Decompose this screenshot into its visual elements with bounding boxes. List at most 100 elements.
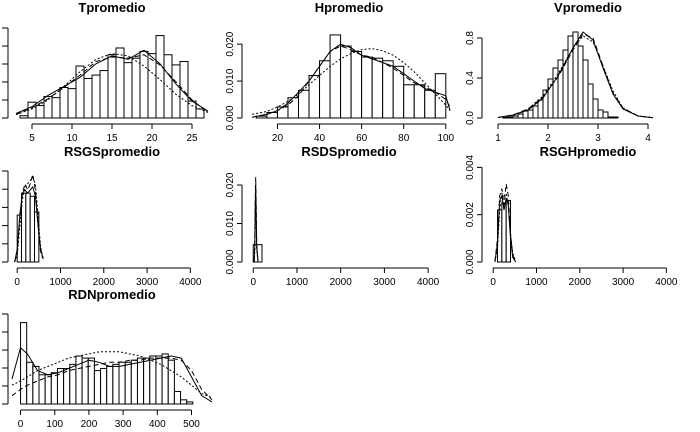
histogram-bar [567,35,574,119]
panel-title: Tpromedio [78,0,145,15]
density-curve-solid [15,49,209,114]
panel-rsgspromedio: RSGSpromedio 0 1000 2000 3000 4000 [2,144,202,288]
histogram-bar [20,322,28,405]
histogram-bar [91,74,101,119]
histogram-bar [298,89,310,119]
panel-vpromedio: Vpromedio 1 2 3 4 0.0 0.4 0.8 [465,0,654,144]
histogram-bar [382,60,394,119]
x-tick-label: 0 [18,419,24,430]
x-tick-label: 20 [146,133,158,144]
histogram-bar [522,110,529,119]
histogram-bar [51,97,61,119]
x-tick-label: 15 [106,133,118,144]
x-tick-label: 2000 [330,277,353,288]
x-tick-label: 2 [545,133,551,144]
x-tick-label: 4000 [179,277,202,288]
x-tick-label: 2000 [569,277,592,288]
density-curve-solid [497,31,654,119]
histogram-bar [130,359,138,405]
x-tick-label: 25 [186,133,198,144]
density-curve-dashed [497,33,654,119]
histogram-bar [56,368,65,405]
histogram-bar [577,45,584,119]
histogram-bar [276,106,289,119]
density-curve-dashed [11,357,213,401]
panel-title: Vpromedio [554,0,622,15]
histogram-bar [100,368,108,405]
histogram-bar [43,96,53,119]
histogram-bar [99,70,109,119]
panel-rdnpromedio: RDNpromedio 0 100 200 300 400 500 [2,287,213,430]
histogram-bar [602,111,609,119]
y-tick-label: 0.002 [465,202,476,227]
x-tick-label: 500 [183,419,200,430]
y-tick-label: 0.004 [465,154,476,179]
x-tick-label: 2000 [93,277,116,288]
histogram-bar [21,192,27,263]
y-tick-label: 0.000 [225,249,236,274]
histogram-bar [186,401,194,405]
histogram-bar [35,105,45,119]
histogram-bar [527,109,534,119]
x-tick-label: 400 [149,419,166,430]
density-curve-solid [11,346,213,403]
histogram-bar [403,84,415,119]
histogram-bar [532,105,539,119]
density-curve-dashed [253,177,259,263]
y-tick-label: 0.000 [465,249,476,274]
histogram-bar [179,61,189,119]
histogram-bar [517,113,524,119]
panel-rsghpromedio: RSGHpromedio 0 1000 2000 3000 4000 0.000 0.002 0… [465,144,678,288]
histogram-bar [124,361,132,405]
histogram-bar [34,211,40,263]
density-curve-dashed [252,45,451,118]
histogram-bar [26,361,34,405]
x-tick-label: 4 [645,133,651,144]
x-tick-label: 0 [490,277,496,288]
histogram-bar [67,88,77,119]
histogram-bar [149,355,157,405]
histogram-bar [319,60,331,119]
histogram-bar [50,372,58,405]
x-tick-label: 4000 [417,277,440,288]
panel-title: RSGSpromedio [64,144,160,159]
histogram-bar [512,115,519,119]
histogram-bar [19,115,29,119]
histogram-bar [161,353,169,405]
x-tick-label: 40 [314,133,326,144]
histogram-bar [340,45,352,119]
histogram-bar [167,359,175,405]
x-tick-label: 60 [356,133,368,144]
x-tick-label: 200 [81,419,98,430]
x-tick-label: 300 [115,419,132,430]
x-tick-label: 3000 [373,277,396,288]
histogram-bar [112,363,120,405]
histogram-bar [502,117,509,119]
y-tick-label: 0.000 [225,105,236,130]
x-tick-label: 10 [66,133,78,144]
histogram-bar [587,83,594,119]
histogram-bar [173,390,182,405]
x-tick-label: 1000 [286,277,309,288]
histogram-bar [413,84,426,119]
density-curve-solid [252,43,451,118]
histogram-bar [607,116,614,119]
y-tick-label: 0.010 [225,211,236,236]
histogram-bar [424,89,436,119]
histogram-bar [308,75,321,119]
x-tick-label: 1000 [49,277,72,288]
histogram-bar [81,357,89,405]
histogram-bar [501,202,507,263]
density-curve-dotted [494,192,517,263]
histogram-bar [123,62,133,119]
y-tick-label: 0.010 [225,68,236,93]
x-tick-label: 3 [595,133,601,144]
y-tick-label: 0.8 [465,31,476,45]
histogram-bar [143,357,151,405]
histogram-bar [44,374,52,405]
x-tick-label: 20 [272,133,284,144]
panel-tpromedio: Tpromedio 5 10 15 20 25 [2,0,209,144]
histogram-bar [139,50,149,119]
y-tick-label: 0.020 [225,31,236,56]
